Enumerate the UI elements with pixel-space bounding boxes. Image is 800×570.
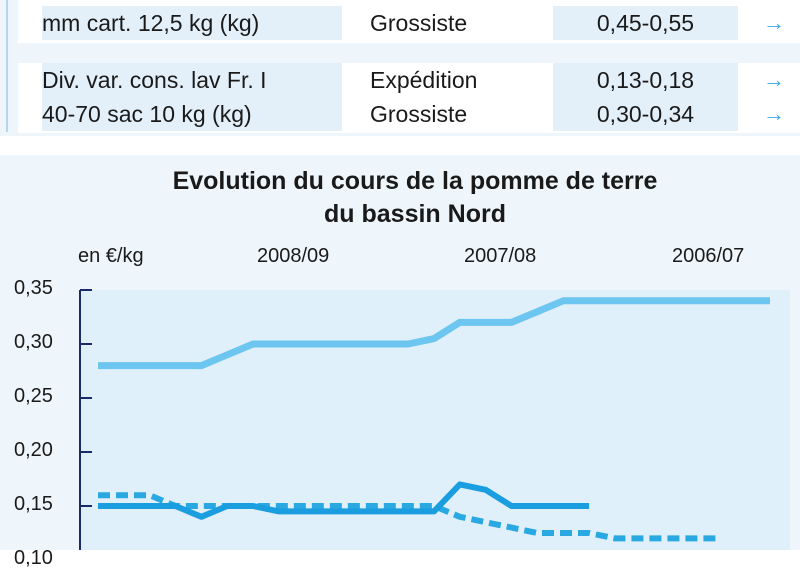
series-line-2007-08 xyxy=(98,492,719,542)
series-line-2008-09 xyxy=(98,481,590,520)
chart-title-line-1: Evolution du cours de la pomme de terre xyxy=(172,167,658,195)
legend-item-2007-08: 2007/08 xyxy=(398,245,568,269)
table-left-rule xyxy=(6,0,8,132)
chart-title-line-2: du bassin Nord xyxy=(324,200,506,228)
y-tick-label: 0,35 xyxy=(14,277,53,299)
y-unit-label: en €/kg xyxy=(78,245,144,267)
series-line-2006-07 xyxy=(98,297,770,370)
y-tick-label: 0,25 xyxy=(14,385,53,407)
table-group-1: mm cart. 12,5 kg (kg) Grossiste 0,45-0,5… xyxy=(18,0,800,43)
stage-cell: Grossiste xyxy=(370,97,560,131)
right-arrow-icon: → xyxy=(763,101,785,126)
price-table: mm cart. 12,5 kg (kg) Grossiste 0,45-0,5… xyxy=(0,0,800,136)
legend-item-2008-09: 2008/09 xyxy=(195,245,355,269)
y-tick-label: 0,10 xyxy=(14,547,53,569)
price-cell: 0,30-0,34 xyxy=(553,97,738,131)
line-chart xyxy=(79,289,790,550)
product-cell: Div. var. cons. lav Fr. I xyxy=(42,63,342,97)
y-tick-label: 0,20 xyxy=(14,439,53,461)
table-row: mm cart. 12,5 kg (kg) Grossiste 0,45-0,5… xyxy=(18,6,800,40)
right-arrow-icon: → xyxy=(763,10,785,35)
legend-label: 2006/07 xyxy=(672,245,745,267)
price-cell: 0,45-0,55 xyxy=(553,6,738,40)
right-arrow-icon: → xyxy=(763,67,785,92)
legend-label: 2008/09 xyxy=(257,245,330,267)
stage-cell: Expédition xyxy=(370,63,560,97)
price-cell: 0,13-0,18 xyxy=(553,63,738,97)
y-tick-label: 0,15 xyxy=(14,493,53,515)
table-row: 40-70 sac 10 kg (kg) Grossiste 0,30-0,34… xyxy=(18,97,800,131)
legend-item-2006-07: 2006/07 xyxy=(608,245,778,269)
table-group-2: Div. var. cons. lav Fr. I Expédition 0,1… xyxy=(18,63,800,133)
legend-label: 2007/08 xyxy=(464,245,537,267)
stage-cell: Grossiste xyxy=(370,6,560,40)
table-row: Div. var. cons. lav Fr. I Expédition 0,1… xyxy=(18,63,800,97)
product-cell: mm cart. 12,5 kg (kg) xyxy=(42,6,342,40)
y-tick-label: 0,30 xyxy=(14,331,53,353)
product-cell: 40-70 sac 10 kg (kg) xyxy=(42,97,342,131)
